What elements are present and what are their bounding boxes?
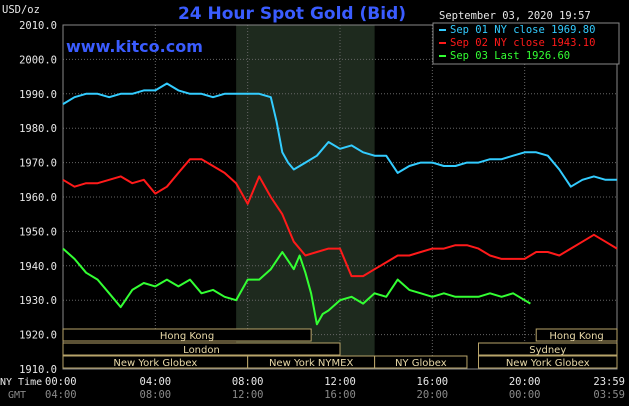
gmt-tick-label: 00:00 bbox=[509, 389, 541, 401]
session-label: London bbox=[183, 345, 220, 356]
x-tick-label: 04:00 bbox=[140, 376, 172, 388]
x-tick-label: 12:00 bbox=[324, 376, 356, 388]
nymex-session-shading bbox=[236, 25, 375, 369]
gmt-time-ticks: 04:00 08:00 12:00 16:00 20:00 00:00 03:59 bbox=[45, 389, 625, 401]
gmt-tick-label: 20:00 bbox=[417, 389, 449, 401]
session-label: New York Globex bbox=[506, 358, 590, 369]
x-tick-label: 23:59 bbox=[593, 376, 625, 388]
y-tick-label: 1960.0 bbox=[19, 192, 57, 204]
chart-title: 24 Hour Spot Gold (Bid) bbox=[178, 4, 406, 24]
legend-label: Sep 02 NY close 1943.10 bbox=[450, 37, 595, 49]
y-tick-label: 1910.0 bbox=[19, 364, 57, 376]
session-bar bbox=[478, 355, 618, 369]
y-tick-label: 1940.0 bbox=[19, 261, 57, 273]
timestamp: September 03, 2020 19:57 bbox=[439, 10, 591, 22]
gmt-tick-label: 12:00 bbox=[232, 389, 264, 401]
y-tick-label: 1970.0 bbox=[19, 158, 57, 170]
x-tick-label: 20:00 bbox=[509, 376, 541, 388]
y-tick-label: 1950.0 bbox=[19, 226, 57, 238]
x-tick-label: 08:00 bbox=[232, 376, 264, 388]
gmt-tick-label: 03:59 bbox=[593, 389, 625, 401]
session-bar bbox=[535, 328, 618, 342]
x-tick-label: 00:00 bbox=[45, 376, 77, 388]
series-line-3 bbox=[62, 247, 531, 326]
website-watermark: www.kitco.com bbox=[66, 37, 203, 56]
plot-border bbox=[62, 24, 618, 370]
x-axis-ticks: 00:00 04:00 08:00 12:00 16:00 20:00 23:59 bbox=[45, 376, 625, 388]
session-label: Hong Kong bbox=[160, 331, 214, 342]
y-axis-unit: USD/oz bbox=[2, 4, 40, 16]
gmt-label: GMT bbox=[8, 390, 26, 401]
gmt-tick-label: 08:00 bbox=[140, 389, 172, 401]
y-tick-label: 1920.0 bbox=[19, 330, 57, 342]
session-label: Sydney bbox=[529, 345, 566, 356]
price-series bbox=[62, 82, 618, 326]
market-sessions: Hong Kong Hong Kong London Sydney New York G… bbox=[62, 328, 618, 369]
legend-label: Sep 01 NY close 1969.80 bbox=[450, 24, 595, 36]
grid-lines bbox=[62, 24, 618, 370]
ny-time-label: NY Time bbox=[0, 377, 42, 388]
gmt-tick-label: 16:00 bbox=[324, 389, 356, 401]
y-tick-label: 2000.0 bbox=[19, 54, 57, 66]
y-tick-label: 1990.0 bbox=[19, 89, 57, 101]
y-tick-label: 1930.0 bbox=[19, 295, 57, 307]
session-label: New York NYMEX bbox=[269, 358, 354, 369]
session-bar bbox=[62, 328, 312, 342]
gmt-tick-label: 04:00 bbox=[45, 389, 77, 401]
session-label: NY Globex bbox=[395, 358, 447, 369]
session-bar bbox=[62, 342, 341, 356]
session-bar bbox=[478, 342, 618, 356]
session-bar bbox=[374, 355, 468, 369]
session-label: New York Globex bbox=[113, 358, 197, 369]
x-tick-label: 16:00 bbox=[417, 376, 449, 388]
legend-box bbox=[432, 22, 620, 65]
series-line-1 bbox=[62, 82, 617, 188]
y-axis-ticks: 1910.0 1920.0 1930.0 1940.0 1950.0 1960.0 1970… bbox=[19, 20, 57, 376]
session-label: Hong Kong bbox=[549, 331, 603, 342]
series-line-2 bbox=[62, 158, 618, 278]
legend-label: Sep 03 Last 1926.60 bbox=[450, 50, 570, 62]
y-tick-label: 2010.0 bbox=[19, 20, 57, 32]
y-tick-label: 1980.0 bbox=[19, 123, 57, 135]
